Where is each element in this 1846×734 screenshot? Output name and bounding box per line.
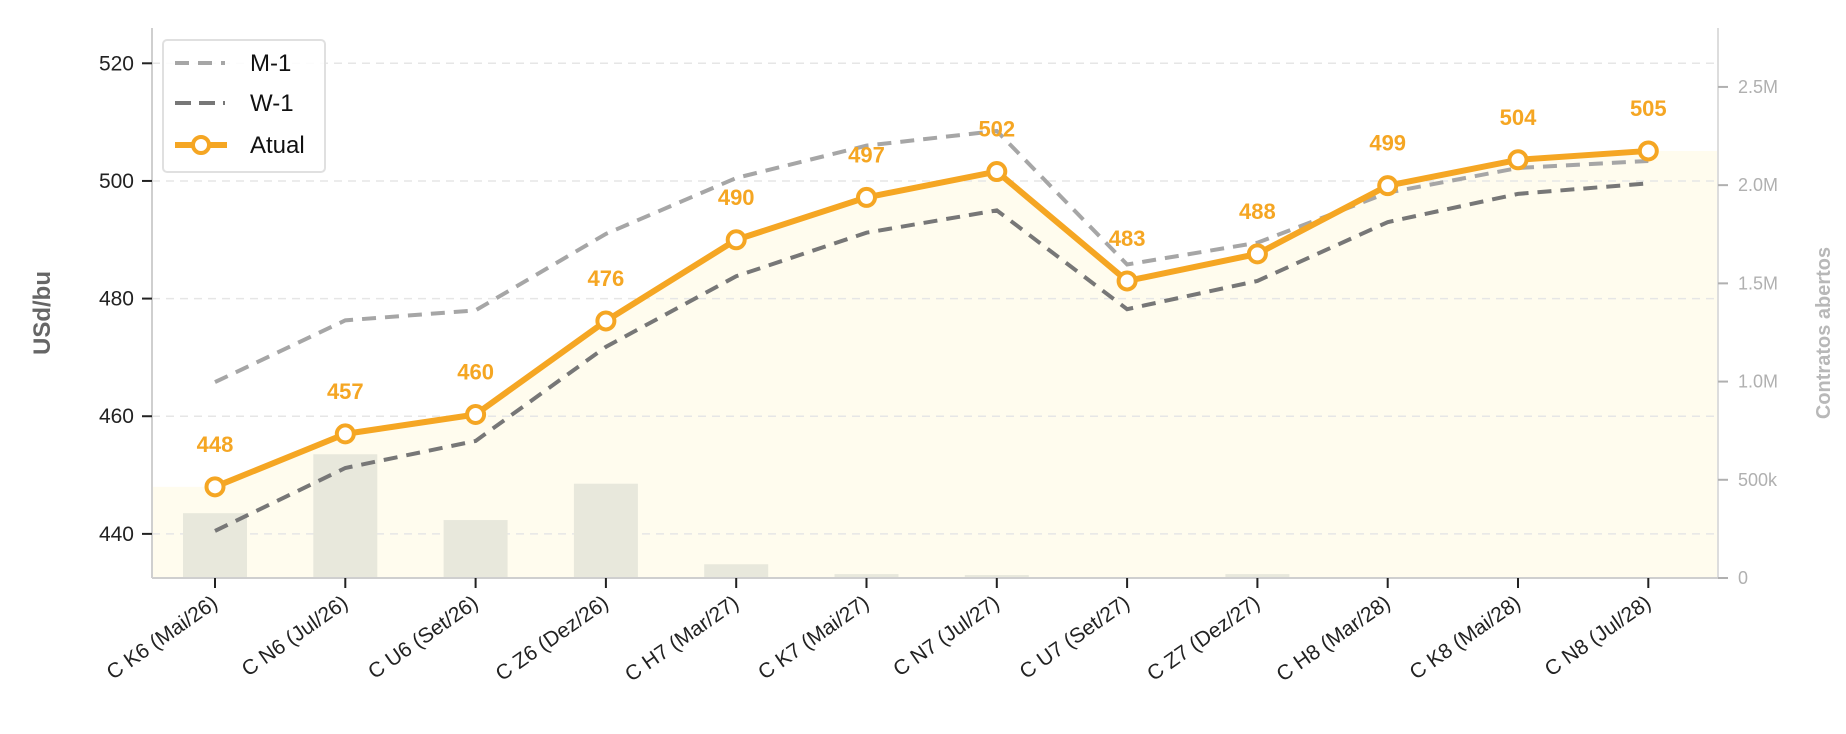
open-interest-bar [834,574,899,578]
data-label: 460 [457,359,494,384]
open-interest-bar [443,520,508,578]
y2-tick-label: 1.5M [1738,273,1778,293]
open-interest-bar [964,575,1029,578]
open-interest-bar [573,483,638,578]
x-tick-label: C Z7 (Dez/27) [1143,591,1264,685]
atual-point [1507,149,1529,171]
atual-point [465,403,487,425]
open-interest-bar [704,564,769,578]
atual-point [204,476,226,498]
open-interest-bar [313,454,378,578]
series-line-m-1 [214,128,1649,384]
x-tick-label: C K6 (Mai/26) [103,591,222,684]
y-tick-label: 500 [99,170,134,193]
legend-label: W-1 [250,90,294,117]
data-label: 457 [327,379,364,404]
open-interest-bars [183,454,1681,578]
x-tick-label: C H7 (Mar/27) [621,591,743,686]
data-label: 504 [1500,105,1537,130]
x-tick-label: C U6 (Set/26) [364,591,482,683]
x-tick-label: C Z6 (Dez/26) [492,591,613,685]
y-tick-label: 520 [99,52,134,75]
legend: M-1 W-1 Atual [162,39,326,173]
y2-tick-label: 2.5M [1738,77,1778,97]
legend-label: Atual [250,132,305,159]
data-labels-layer: 448 457 460 476 490 497 502 483 488 499 504 505 [197,96,1667,457]
atual-point [1377,175,1399,197]
data-label: 476 [588,266,625,291]
y2-tick-label: 500k [1738,470,1778,490]
atual-point [725,229,747,251]
curve-area [152,150,1718,579]
x-tick-label: C K7 (Mai/27) [754,591,873,684]
legend-label: M-1 [250,50,291,77]
y2-axis-title: Contratos abertos [1813,247,1835,419]
data-label: 502 [978,117,1015,142]
x-tick-label: C N8 (Jul/28) [1541,591,1656,681]
data-label: 448 [197,432,234,457]
y-tick-label: 460 [99,405,134,428]
x-tick-label: C N6 (Jul/26) [238,591,353,681]
atual-point [1246,243,1268,265]
x-tick-label: C U7 (Set/27) [1016,591,1134,683]
x-tick-label: C H8 (Mar/28) [1272,591,1394,686]
data-label: 505 [1630,96,1667,121]
series-line-w-1 [214,181,1649,533]
area-layer [152,150,1718,579]
data-label: 497 [848,142,885,167]
data-label: 490 [718,185,755,210]
data-label: 499 [1369,131,1406,156]
series-line-atual [213,147,1649,490]
y2-tick-label: 2.0M [1738,175,1778,195]
data-label: 483 [1109,226,1146,251]
atual-point [595,310,617,332]
y-tick-label: 440 [99,523,134,546]
x-tick-label: C K8 (Mai/28) [1406,591,1525,684]
open-interest-bar [1225,574,1290,578]
y-tick-label: 480 [99,288,134,311]
x-tick-label: C N7 (Jul/27) [889,591,1004,681]
series-layer [204,128,1659,533]
y-axis-title: USd/bu [29,271,56,355]
atual-point [986,161,1008,183]
legend-marker-atual [191,135,211,155]
atual-point [856,186,877,208]
atual-point [1116,270,1138,292]
data-label: 488 [1239,199,1276,224]
y2-tick-label: 0 [1738,568,1748,588]
atual-point [334,423,356,445]
atual-point [1637,140,1659,162]
y2-tick-label: 1.0M [1738,372,1778,392]
open-interest-bar [183,513,247,578]
